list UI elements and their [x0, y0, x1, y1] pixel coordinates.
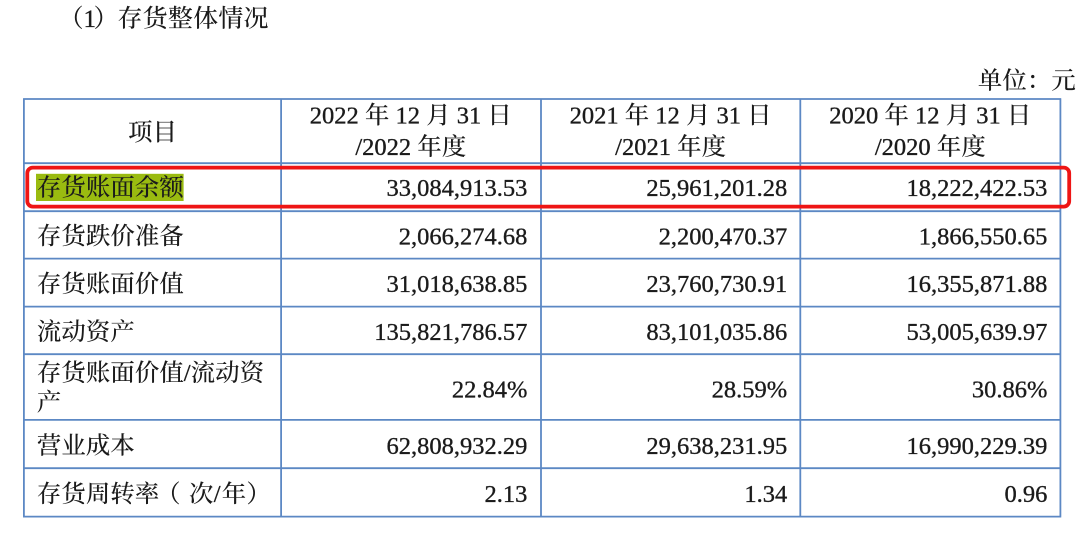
- svg-text:25,961,201.28: 25,961,201.28: [646, 175, 787, 202]
- svg-text:/2021: /2021: [615, 134, 671, 161]
- svg-text:22.84%: 22.84%: [452, 376, 528, 403]
- svg-text:83,101,035.86: 83,101,035.86: [646, 319, 787, 346]
- svg-text:/: /: [184, 360, 191, 387]
- svg-text:30.86%: 30.86%: [972, 376, 1048, 403]
- svg-text:1,866,550.65: 1,866,550.65: [919, 223, 1048, 250]
- svg-text:2021: 2021: [570, 103, 619, 130]
- svg-text:18,222,422.53: 18,222,422.53: [907, 175, 1048, 202]
- svg-text:12: 12: [655, 103, 680, 130]
- svg-text:2.13: 2.13: [485, 481, 528, 508]
- svg-text:12: 12: [396, 103, 421, 130]
- svg-text:2020: 2020: [829, 103, 878, 130]
- svg-text:62,808,932.29: 62,808,932.29: [387, 433, 528, 460]
- svg-text:1: 1: [84, 6, 97, 33]
- svg-text:/2022: /2022: [355, 134, 411, 161]
- svg-text:23,760,730.91: 23,760,730.91: [646, 271, 787, 298]
- svg-text:16,990,229.39: 16,990,229.39: [907, 433, 1048, 460]
- svg-text:53,005,639.97: 53,005,639.97: [907, 319, 1048, 346]
- svg-text:33,084,913.53: 33,084,913.53: [387, 175, 528, 202]
- svg-text:2022: 2022: [310, 103, 359, 130]
- svg-text:12: 12: [915, 103, 940, 130]
- svg-text:29,638,231.95: 29,638,231.95: [646, 433, 787, 460]
- svg-text:28.59%: 28.59%: [712, 376, 788, 403]
- svg-text:31: 31: [976, 103, 1001, 130]
- svg-text:16,355,871.88: 16,355,871.88: [907, 271, 1048, 298]
- svg-text:31: 31: [717, 103, 742, 130]
- svg-text:/: /: [214, 481, 221, 508]
- svg-text:31,018,638.85: 31,018,638.85: [387, 271, 528, 298]
- svg-text:135,821,786.57: 135,821,786.57: [374, 319, 527, 346]
- svg-text:2,200,470.37: 2,200,470.37: [659, 223, 788, 250]
- svg-text:/2020: /2020: [875, 134, 931, 161]
- svg-text:31: 31: [457, 103, 482, 130]
- svg-text:1.34: 1.34: [744, 481, 787, 508]
- svg-text:0.96: 0.96: [1005, 481, 1048, 508]
- svg-text:2,066,274.68: 2,066,274.68: [399, 223, 528, 250]
